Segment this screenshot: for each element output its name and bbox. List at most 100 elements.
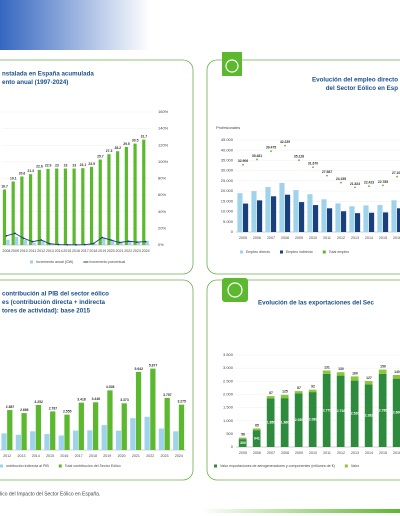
tick-label: 3.000 (223, 365, 234, 370)
bar (116, 151, 120, 245)
chart-title: nstalada en España acumulada (2, 71, 94, 78)
x-tick-label: 2015 (46, 454, 54, 458)
data-label: 22.423 (364, 181, 374, 185)
bar (322, 370, 331, 374)
bar (136, 241, 141, 245)
bar (72, 430, 79, 450)
tick-label: 0% (158, 242, 164, 247)
bar (55, 168, 59, 245)
bar (115, 430, 122, 450)
line-marker (136, 241, 138, 243)
bar (150, 368, 156, 450)
bar (307, 194, 313, 232)
data-label: 3.373 (120, 398, 129, 402)
data-label: 27.3 (106, 149, 113, 153)
line-marker (5, 234, 8, 237)
total-marker (270, 150, 272, 153)
people-icon (225, 59, 239, 73)
data-label: 130 (338, 367, 344, 371)
x-tick-label: 2016 (393, 451, 400, 455)
bar (378, 373, 387, 447)
legend-swatch (0, 464, 3, 468)
x-tick-label: 2010 (20, 249, 28, 253)
bar (308, 389, 317, 393)
bar (133, 143, 137, 245)
tick-label: 3.500 (223, 352, 234, 357)
data-label: 29.5 (123, 142, 130, 146)
x-tick-label: 2019 (98, 249, 106, 253)
bar (119, 242, 123, 245)
bar (355, 213, 361, 232)
bar (23, 240, 27, 245)
x-tick-label: 2008 (281, 451, 289, 455)
bar (266, 396, 275, 399)
bar (98, 159, 102, 245)
bar (37, 169, 41, 245)
bar (144, 416, 150, 450)
data-label: 30.5 (132, 138, 139, 142)
x-tick-label: 2012 (337, 451, 345, 455)
total-marker (298, 159, 300, 162)
legend-label: Incremento porcentual (89, 260, 125, 264)
data-label: 160 (352, 371, 358, 375)
footer: lico del Impacto del Sector Eólico en Es… (0, 491, 100, 497)
tick-label: 2.000 (223, 391, 234, 396)
x-tick-label: 2011 (323, 236, 331, 240)
tick-label: 0 (231, 444, 234, 449)
x-tick-label: 2008 (281, 236, 289, 240)
bar (173, 431, 179, 450)
data-label: 2.787 (49, 406, 58, 410)
chart-title: es (contribución directa + indirecta (2, 299, 106, 306)
x-tick-label: 2024 (175, 454, 183, 458)
bar (121, 403, 127, 450)
bar (164, 397, 170, 450)
tick-label: 35.000 (221, 158, 234, 163)
line-marker (14, 232, 16, 235)
x-tick-label: 2005 (239, 451, 247, 455)
tick-label: 1.000 (223, 418, 234, 423)
bar (124, 146, 128, 245)
bar (145, 241, 149, 245)
line-marker (101, 236, 104, 239)
bar (35, 404, 42, 450)
x-tick-label: 2013 (351, 451, 359, 455)
bar (369, 212, 375, 232)
panel (0, 279, 194, 481)
bar (299, 202, 305, 232)
bar (377, 205, 383, 232)
x-tick-label: 2018 (89, 454, 97, 458)
y-axis-label: Profesionales (216, 125, 240, 130)
x-tick-label: 2022 (124, 249, 132, 253)
bar (78, 402, 84, 450)
bar (72, 168, 76, 245)
bar (81, 168, 85, 245)
total-marker (242, 163, 244, 166)
bar (107, 154, 111, 245)
tick-label: 30.000 (221, 168, 234, 173)
bar (321, 199, 327, 232)
data-label: 24.155 (336, 177, 346, 181)
x-tick-label: 2016 (60, 454, 68, 458)
bar (6, 239, 10, 245)
x-tick-label: 2015 (63, 249, 71, 253)
legend-swatch (322, 250, 326, 254)
x-tick-label: 2013 (17, 454, 25, 458)
data-label: 5.642 (135, 367, 144, 371)
data-label: 3.757 (163, 393, 172, 397)
bar (49, 244, 54, 245)
x-tick-label: 2016 (393, 236, 400, 240)
data-label: 22.6 (36, 165, 43, 169)
data-label: 16.7 (1, 184, 8, 188)
data-label: 42.239 (280, 140, 290, 144)
line-marker (57, 243, 60, 246)
data-label: 25.7 (97, 154, 104, 158)
bar (308, 392, 317, 447)
data-label: 92 (311, 385, 315, 389)
line-marker (48, 242, 51, 245)
x-tick-label: 2012 (3, 454, 11, 458)
total-marker (340, 181, 342, 184)
total-marker (368, 185, 370, 188)
bar (391, 200, 397, 232)
bar (110, 239, 115, 245)
bar (93, 402, 99, 450)
